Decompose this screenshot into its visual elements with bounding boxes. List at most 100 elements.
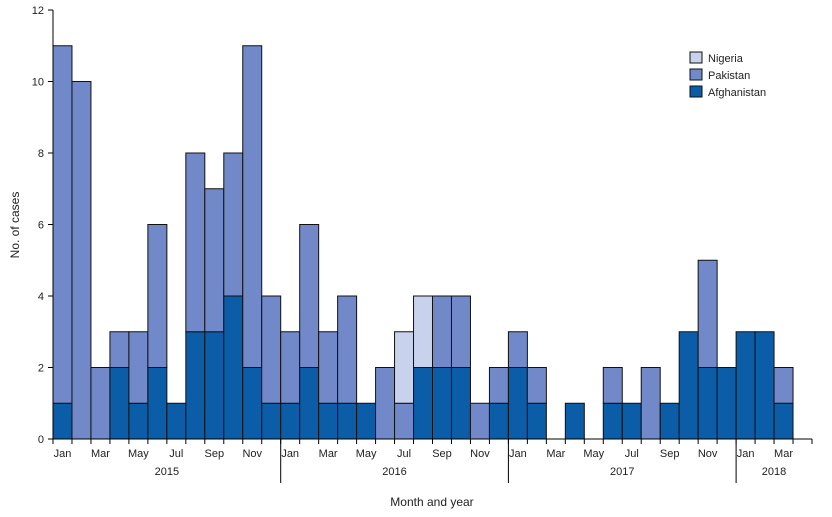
bar-segment-afghanistan: [432, 367, 452, 440]
bar-segment-pakistan: [450, 295, 471, 368]
bar-segment-afghanistan: [526, 402, 547, 440]
legend-swatch-afghanistan: [689, 85, 703, 98]
bar-segment-afghanistan: [166, 402, 187, 440]
y-tick-label: 12: [32, 5, 44, 17]
bar-segment-afghanistan: [754, 331, 775, 440]
x-tick-label: Jan: [281, 448, 299, 460]
bar-segment-pakistan: [773, 367, 794, 404]
legend-swatch-nigeria: [689, 51, 703, 64]
x-tick-label: Nov: [698, 448, 718, 460]
y-tick-label: 8: [38, 148, 44, 160]
x-tick-label: Jan: [737, 448, 755, 460]
bar-segment-pakistan: [469, 402, 490, 440]
x-tick-label: Sep: [660, 448, 680, 460]
year-label: 2015: [155, 466, 179, 478]
bars-layer: [52, 45, 794, 440]
x-tick-label: Mar: [774, 448, 793, 460]
bar-segment-pakistan: [394, 402, 415, 440]
bar-segment-pakistan: [318, 331, 339, 404]
bar-segment-pakistan: [432, 295, 452, 368]
bar-segment-nigeria: [413, 295, 434, 368]
bar-segment-pakistan: [526, 367, 547, 404]
bar-segment-pakistan: [223, 152, 244, 297]
bar-segment-pakistan: [507, 331, 528, 368]
y-tick-label: 0: [38, 434, 44, 446]
x-tick-label: Nov: [470, 448, 490, 460]
bar-segment-nigeria: [394, 331, 415, 404]
bar-segment-afghanistan: [185, 331, 206, 440]
year-label: 2016: [382, 466, 406, 478]
bar-segment-pakistan: [337, 295, 358, 404]
x-axis-title: Month and year: [390, 495, 473, 509]
x-tick-label: Jul: [397, 448, 411, 460]
bar-segment-afghanistan: [223, 295, 244, 440]
legend-label-pakistan: Pakistan: [708, 70, 750, 82]
bar-segment-pakistan: [204, 188, 225, 333]
bar-segment-afghanistan: [242, 367, 263, 440]
bar-segment-pakistan: [375, 367, 396, 440]
bar-segment-pakistan: [697, 259, 718, 368]
bar-segment-pakistan: [640, 367, 661, 440]
bar-segment-afghanistan: [204, 331, 225, 440]
y-tick-label: 4: [38, 291, 44, 303]
bar-segment-afghanistan: [280, 402, 301, 440]
bar-segment-afghanistan: [678, 331, 699, 440]
bar-segment-afghanistan: [147, 367, 168, 440]
y-tick-label: 6: [38, 220, 44, 232]
x-tick-label: Mar: [319, 448, 338, 460]
bar-segment-afghanistan: [488, 402, 509, 440]
x-tick-label: May: [583, 448, 604, 460]
bar-segment-afghanistan: [128, 402, 149, 440]
legend-swatch-pakistan: [689, 68, 703, 81]
x-tick-label: Sep: [204, 448, 224, 460]
x-tick-label: Mar: [91, 448, 110, 460]
y-tick-label: 2: [38, 363, 44, 375]
bar-segment-pakistan: [242, 45, 263, 368]
bar-segment-pakistan: [185, 152, 206, 333]
bar-segment-afghanistan: [735, 331, 756, 440]
legend: Nigeria Pakistan Afghanistan: [689, 51, 766, 99]
x-tick-label: Sep: [432, 448, 452, 460]
y-axis-title: No. of cases: [8, 192, 22, 259]
x-tick-label: Jul: [169, 448, 183, 460]
x-tick-label: Jul: [625, 448, 639, 460]
bar-segment-afghanistan: [109, 367, 130, 440]
legend-label-nigeria: Nigeria: [708, 53, 744, 65]
bar-segment-afghanistan: [356, 402, 377, 440]
bar-segment-pakistan: [71, 81, 92, 440]
bar-segment-pakistan: [128, 331, 149, 404]
bar-segment-pakistan: [488, 367, 509, 404]
bar-segment-afghanistan: [337, 402, 358, 440]
bar-segment-afghanistan: [52, 402, 73, 440]
x-tick-label: May: [128, 448, 149, 460]
bar-segment-afghanistan: [413, 367, 434, 440]
bar-segment-afghanistan: [450, 367, 471, 440]
bar-segment-pakistan: [52, 45, 73, 404]
year-label: 2018: [762, 466, 786, 478]
x-tick-label: Nov: [242, 448, 262, 460]
bar-segment-pakistan: [261, 295, 282, 404]
x-tick-label: May: [356, 448, 377, 460]
y-tick-label: 10: [32, 77, 44, 89]
bar-segment-afghanistan: [564, 402, 585, 440]
bar-segment-pakistan: [109, 331, 130, 368]
bar-segment-afghanistan: [659, 402, 680, 440]
bar-segment-pakistan: [147, 224, 168, 368]
legend-label-afghanistan: Afghanistan: [708, 87, 766, 99]
bar-segment-afghanistan: [261, 402, 282, 440]
bar-segment-pakistan: [280, 331, 301, 404]
bar-segment-afghanistan: [602, 402, 623, 440]
bar-segment-pakistan: [602, 367, 623, 404]
bar-segment-afghanistan: [299, 367, 320, 440]
bar-segment-afghanistan: [621, 402, 642, 440]
year-label: 2017: [610, 466, 634, 478]
x-tick-label: Mar: [546, 448, 565, 460]
x-tick-label: Jan: [509, 448, 527, 460]
bar-segment-pakistan: [90, 367, 111, 440]
bar-segment-afghanistan: [697, 367, 718, 440]
bar-segment-afghanistan: [507, 367, 528, 440]
x-tick-label: Jan: [54, 448, 72, 460]
bar-segment-afghanistan: [716, 367, 737, 440]
bar-segment-afghanistan: [773, 402, 794, 440]
